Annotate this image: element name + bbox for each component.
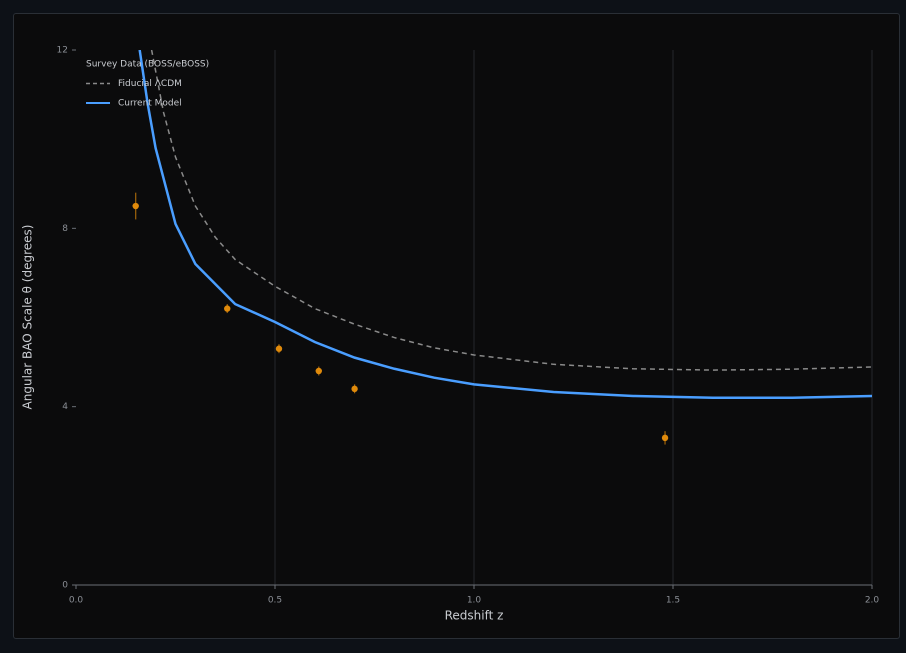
y-tick-label: 12 bbox=[57, 46, 68, 56]
y-tick-label: 4 bbox=[62, 402, 68, 412]
x-tick-label: 0.5 bbox=[268, 596, 282, 606]
data-point bbox=[351, 385, 358, 393]
data-point bbox=[224, 305, 231, 312]
legend-label: Fiducial ΛCDM bbox=[118, 79, 182, 89]
series-line bbox=[138, 50, 872, 399]
data-point bbox=[315, 367, 322, 375]
legend-label: Current Model bbox=[118, 99, 182, 109]
data-point bbox=[661, 434, 669, 442]
plot-area bbox=[132, 50, 872, 445]
y-axis-title: Angular BAO Scale θ (degrees) bbox=[21, 225, 35, 410]
y-tick-label: 0 bbox=[62, 581, 68, 591]
data-point bbox=[275, 345, 283, 352]
legend-label: Survey Data (BOSS/eBOSS) bbox=[86, 60, 209, 70]
x-tick-label: 1.0 bbox=[467, 596, 482, 606]
x-tick-label: 0.0 bbox=[69, 596, 84, 606]
x-tick-label: 2.0 bbox=[865, 596, 880, 606]
series-line bbox=[150, 50, 872, 371]
x-axis-title: Redshift z bbox=[445, 609, 504, 623]
chart-panel bbox=[13, 13, 900, 639]
x-tick-label: 1.5 bbox=[666, 596, 680, 606]
data-point bbox=[132, 202, 139, 210]
y-tick-label: 8 bbox=[62, 224, 68, 234]
